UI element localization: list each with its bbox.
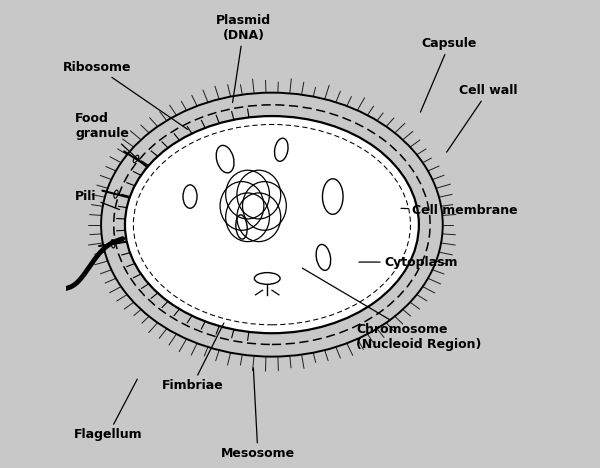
Ellipse shape: [125, 116, 419, 333]
Text: Mesosome: Mesosome: [221, 368, 295, 460]
Text: Cell membrane: Cell membrane: [401, 204, 518, 217]
Text: Cell wall: Cell wall: [446, 84, 518, 152]
Text: Pili: Pili: [76, 190, 119, 210]
Text: Capsule: Capsule: [421, 37, 477, 112]
Text: Ribosome: Ribosome: [63, 61, 188, 130]
Text: Flagellum: Flagellum: [74, 379, 142, 441]
Text: Chromosome
(Nucleoid Region): Chromosome (Nucleoid Region): [302, 268, 482, 351]
Text: Cytoplasm: Cytoplasm: [359, 256, 458, 269]
Text: Plasmid
(DNA): Plasmid (DNA): [216, 14, 271, 102]
Text: Food
granule: Food granule: [76, 112, 146, 167]
Text: Fimbriae: Fimbriae: [161, 323, 224, 392]
